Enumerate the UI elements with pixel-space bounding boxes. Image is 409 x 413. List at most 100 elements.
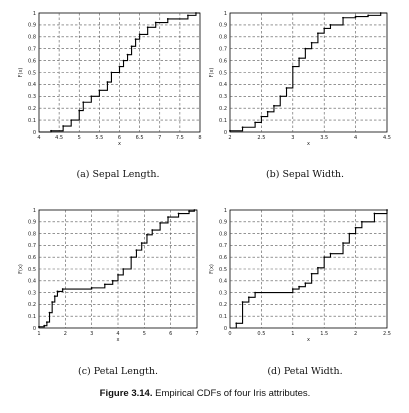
cdf-point — [106, 81, 109, 83]
y-axis-label: F(x) — [18, 264, 24, 274]
cdf-point — [379, 12, 382, 14]
x-tick-label: 7.5 — [176, 135, 184, 141]
cdf-point — [235, 322, 238, 325]
cdf-point — [193, 209, 196, 211]
cdf-point — [159, 222, 162, 224]
y-tick-label: 0.6 — [219, 58, 227, 64]
y-tick-label: 0.2 — [219, 302, 227, 308]
y-tick-label: 0.3 — [219, 290, 227, 296]
y-axis-label: F(x) — [209, 264, 215, 274]
cdf-step-line — [39, 12, 200, 133]
y-tick-label: 0.2 — [219, 106, 227, 112]
cdf-point — [373, 212, 376, 215]
chart-panel-b: 0 0.1 0.2 0.3 0.4 0.5 0.6 0.7 0.8 0.9 1 2 2.5 3 3.5 4 4.… — [209, 11, 391, 180]
subcaption-c: (c) Petal Length. — [78, 366, 158, 377]
x-tick-label: 6 — [169, 331, 172, 337]
figure-caption-label: Figure 3.14. — [100, 388, 153, 399]
x-tick-label: 1 — [291, 331, 294, 337]
cdf-point — [254, 121, 257, 124]
cdf-point — [329, 252, 332, 255]
x-axis-label: x — [307, 141, 310, 147]
cdf-point — [138, 33, 141, 36]
cdf-point — [135, 249, 138, 252]
y-tick-label: 0.3 — [28, 290, 36, 296]
y-tick-label: 0.9 — [219, 220, 227, 226]
cdf-step-line — [230, 210, 388, 329]
cdf-point — [98, 89, 101, 92]
y-axis-label: F(x) — [18, 68, 24, 78]
cdf-point — [304, 47, 307, 50]
y-tick-label: 0 — [224, 130, 227, 136]
cdf-point — [354, 226, 357, 229]
y-tick-label: 1 — [224, 11, 227, 17]
x-axis-label: x — [307, 337, 310, 343]
cdf-point — [323, 27, 326, 30]
cdf-point — [317, 266, 319, 269]
y-tick-label: 0.8 — [219, 231, 227, 237]
cdf-point — [348, 232, 351, 235]
cdf-point — [51, 301, 54, 303]
x-tick-label: 7 — [158, 135, 161, 141]
chart-panel-d: 0 0.1 0.2 0.3 0.4 0.5 0.6 0.7 0.8 0.9 1 0 0.5 1 1.5 2 2.… — [209, 208, 391, 377]
y-tick-label: 0.7 — [28, 243, 36, 249]
y-tick-label: 0 — [224, 326, 227, 332]
x-tick-label: 4.5 — [55, 135, 63, 141]
y-tick-label: 0.7 — [219, 47, 227, 53]
cdf-point — [90, 95, 93, 98]
cdf-point — [342, 16, 344, 19]
y-tick-label: 0.3 — [28, 94, 36, 100]
cdf-point — [56, 290, 59, 293]
y-tick-label: 0.6 — [28, 255, 36, 261]
y-tick-label: 0.3 — [219, 94, 227, 100]
cdf-point — [146, 26, 149, 29]
x-tick-label: 5.5 — [95, 135, 103, 141]
cdf-point — [229, 129, 231, 132]
x-tick-label: 2.5 — [257, 135, 265, 141]
cdf-point — [247, 296, 250, 299]
cdf-point — [291, 288, 294, 290]
x-tick-label: 7 — [195, 331, 198, 337]
x-tick-label: 5 — [78, 135, 81, 141]
cdf-point — [273, 104, 275, 107]
cdf-point — [146, 233, 148, 236]
x-tick-label: 4 — [116, 331, 119, 337]
cdf-point — [62, 125, 65, 127]
subcaption-b: (b) Sepal Width. — [266, 169, 344, 180]
x-tick-label: 1 — [37, 331, 40, 337]
y-tick-label: 0.4 — [219, 82, 227, 88]
y-tick-label: 0.5 — [219, 70, 227, 76]
cdf-point — [117, 274, 119, 276]
cdf-point — [46, 321, 48, 323]
cdf-point — [367, 14, 370, 17]
cdf-point — [266, 110, 269, 113]
cdf-point — [241, 126, 244, 129]
cdf-point — [154, 21, 157, 24]
y-tick-label: 0.5 — [28, 267, 36, 273]
cdf-point — [122, 59, 125, 62]
cdf-point — [260, 115, 263, 118]
cdf-point — [126, 53, 129, 56]
x-tick-label: 2.5 — [383, 331, 391, 337]
cdf-point — [53, 295, 56, 298]
cdf-point — [61, 288, 64, 290]
y-tick-label: 0.6 — [219, 255, 227, 261]
cdf-point — [323, 256, 326, 259]
x-tick-label: 8 — [198, 135, 201, 141]
y-tick-label: 0.1 — [219, 118, 227, 124]
cdf-point — [167, 216, 169, 218]
subcaption-a: (a) Sepal Length. — [76, 169, 159, 180]
y-tick-label: 0 — [33, 130, 36, 136]
y-tick-label: 0.2 — [28, 302, 36, 308]
y-tick-label: 0.7 — [219, 243, 227, 249]
x-tick-label: 4.5 — [383, 135, 391, 141]
y-tick-label: 0.8 — [219, 35, 227, 41]
y-tick-label: 0.5 — [219, 267, 227, 273]
cdf-point — [78, 109, 81, 112]
x-tick-label: 6.5 — [136, 135, 144, 141]
cdf-point — [317, 32, 319, 35]
cdf-point — [254, 291, 257, 294]
y-tick-label: 0.9 — [219, 23, 227, 29]
x-tick-label: 0 — [228, 331, 231, 337]
cdf-point — [354, 15, 357, 18]
cdf-point — [386, 209, 388, 211]
